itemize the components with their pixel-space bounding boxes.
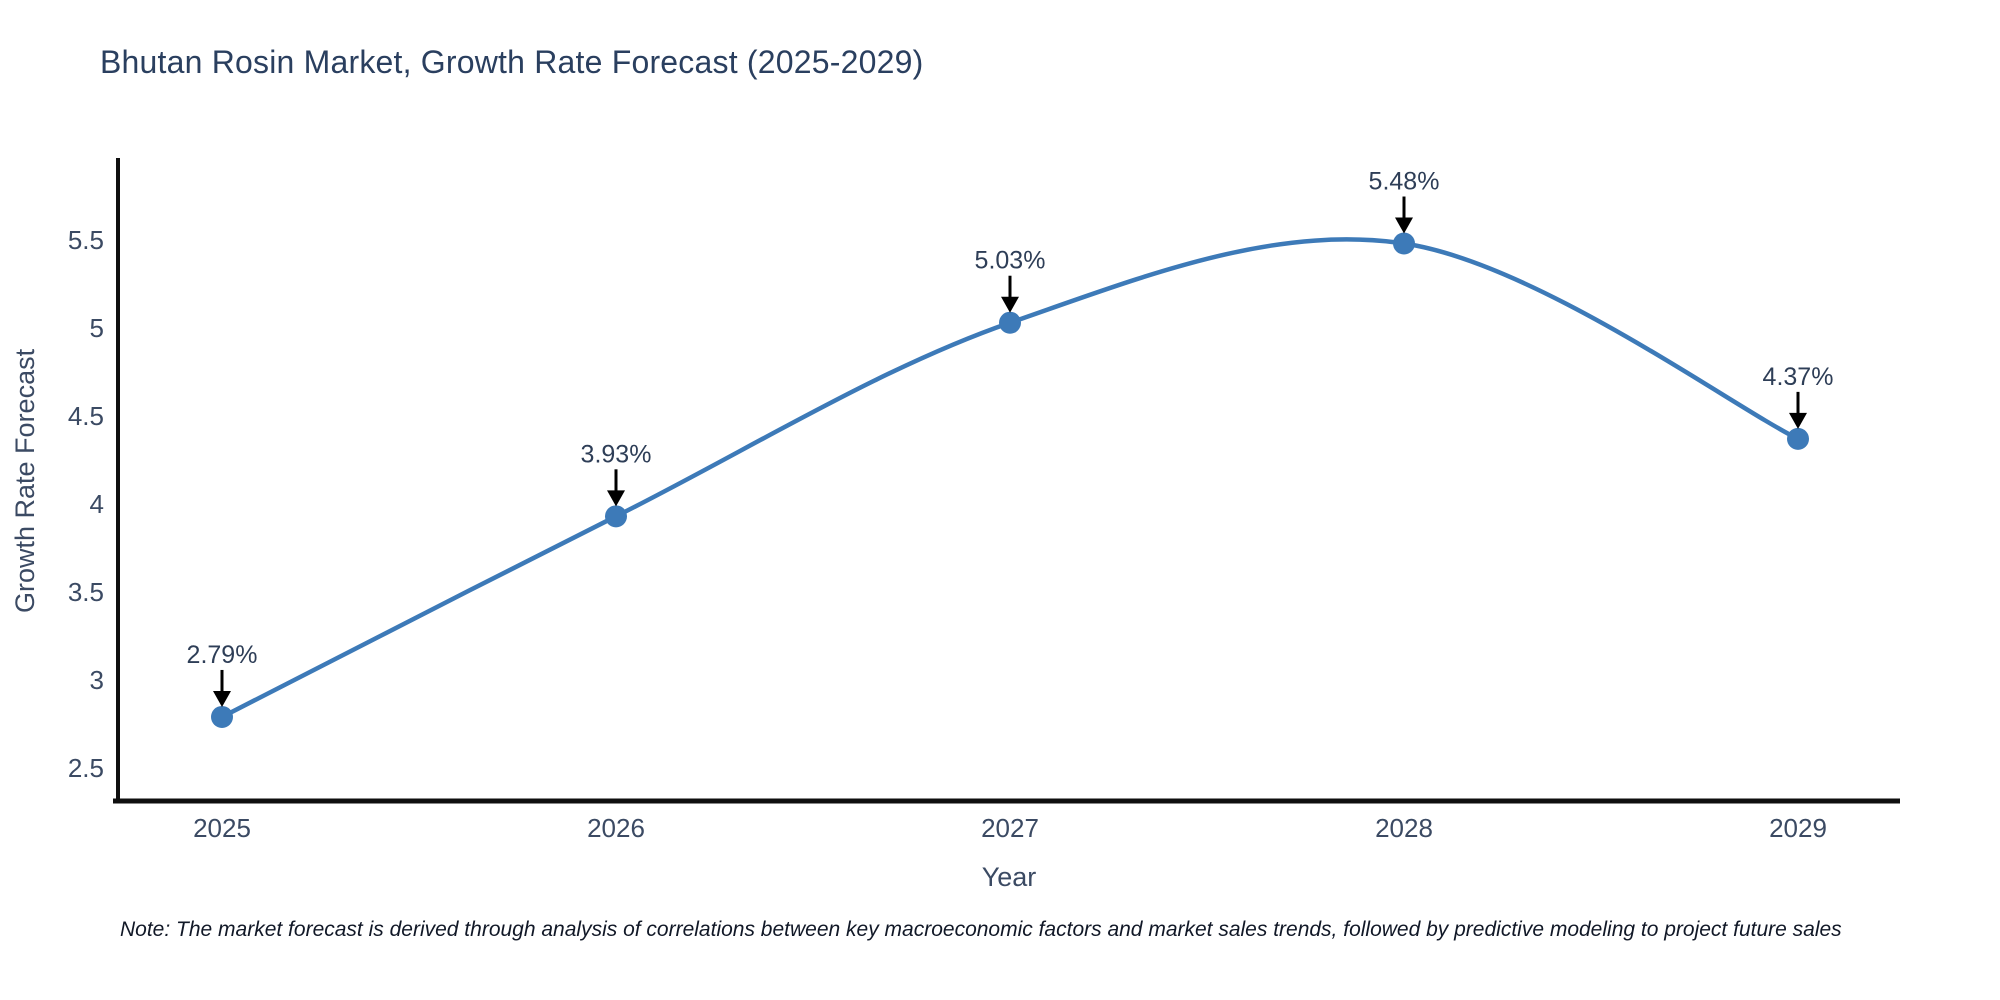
chart-title: Bhutan Rosin Market, Growth Rate Forecas… (100, 44, 924, 80)
y-tick-label: 4 (90, 489, 104, 519)
data-point-marker (1787, 427, 1809, 450)
y-tick-label: 4.5 (68, 401, 104, 431)
x-tick-label: 2029 (1769, 813, 1827, 843)
annotation-arrow-head (1789, 412, 1807, 429)
data-point-label: 5.48% (1369, 168, 1440, 196)
data-point-marker (999, 311, 1021, 334)
data-point-marker (211, 705, 233, 728)
data-point-label: 2.79% (187, 641, 258, 669)
x-tick-label: 2028 (1375, 813, 1433, 843)
data-point-label: 3.93% (581, 440, 652, 468)
y-tick-label: 3.5 (68, 577, 104, 607)
y-tick-label: 5.5 (68, 225, 104, 255)
x-tick-label: 2027 (981, 813, 1039, 843)
chart-footnote: Note: The market forecast is derived thr… (120, 918, 1842, 941)
x-tick-label: 2026 (587, 813, 645, 843)
data-point-label: 4.37% (1763, 363, 1834, 391)
data-point-label: 5.03% (975, 247, 1046, 275)
x-tick-label: 2025 (193, 813, 251, 843)
annotation-arrow-head (607, 490, 625, 507)
data-point-marker (1393, 232, 1415, 255)
annotation-arrow-head (1395, 217, 1413, 234)
y-tick-label: 2.5 (68, 753, 104, 783)
y-tick-label: 3 (90, 665, 104, 695)
y-tick-label: 5 (90, 313, 104, 343)
data-point-marker (605, 505, 627, 528)
annotation-arrow-head (1001, 296, 1019, 313)
annotation-arrow-head (213, 690, 231, 707)
y-axis-title: Growth Rate Forecast (10, 348, 40, 613)
x-axis-title: Year (981, 862, 1037, 892)
